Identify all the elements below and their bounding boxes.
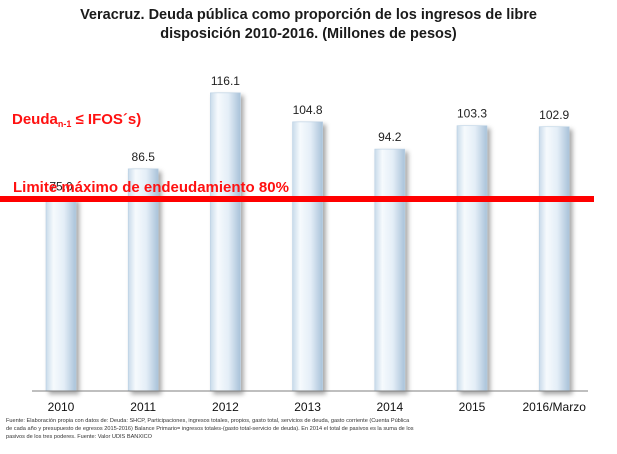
- x-tick-label: 2015: [459, 400, 486, 414]
- value-label: 86.5: [132, 150, 156, 164]
- deuda-annotation-subscript: n-1: [57, 119, 72, 129]
- chart-title-line-1: Veracruz. Deuda pública como proporción …: [80, 7, 537, 23]
- chart-title: Veracruz. Deuda pública como proporción …: [0, 6, 617, 44]
- bar-2010: [45, 198, 77, 392]
- value-label: 94.2: [378, 130, 402, 144]
- source-note-line-1: Fuente: Elaboración propia con datos de:…: [6, 418, 410, 424]
- deuda-annotation-rest: ≤ IFOS´s): [71, 111, 142, 128]
- limit-annotation: Limite máximo de endeudamiento 80%: [13, 179, 289, 196]
- deuda-annotation-main: Deuda: [12, 111, 58, 128]
- x-tick-label: 2010: [48, 400, 75, 414]
- bar-2011: [127, 168, 159, 392]
- source-note-line-2: de cada año y presupuesto de egresos 201…: [6, 426, 414, 432]
- value-label: 75.0: [49, 179, 73, 193]
- x-tick-label: 2011: [130, 400, 156, 414]
- x-tick-label: 2012: [212, 400, 239, 414]
- bar-2014: [374, 148, 406, 392]
- value-label: 102.9: [539, 108, 569, 122]
- source-note-line-3: pasivos de los tres poderes. Fuente: Val…: [6, 434, 153, 440]
- bar-2012: [210, 92, 241, 392]
- bar-2015: [456, 125, 488, 392]
- chart-title-line-2: disposición 2010-2016. (Millones de peso…: [160, 26, 457, 42]
- bar-2016-marzo: [538, 126, 570, 392]
- value-label: 104.8: [293, 103, 323, 117]
- x-tick-label: 2013: [294, 400, 321, 414]
- value-label: 116.1: [211, 74, 240, 88]
- source-note: Fuente: Elaboración propia con datos de:…: [6, 417, 606, 441]
- x-tick-label: 2016/Marzo: [523, 400, 587, 414]
- value-label: 103.3: [457, 107, 487, 121]
- bar-2013: [292, 121, 323, 392]
- x-tick-label: 2014: [376, 400, 403, 414]
- deuda-annotation: Deudan-1 ≤ IFOS´s): [12, 111, 141, 129]
